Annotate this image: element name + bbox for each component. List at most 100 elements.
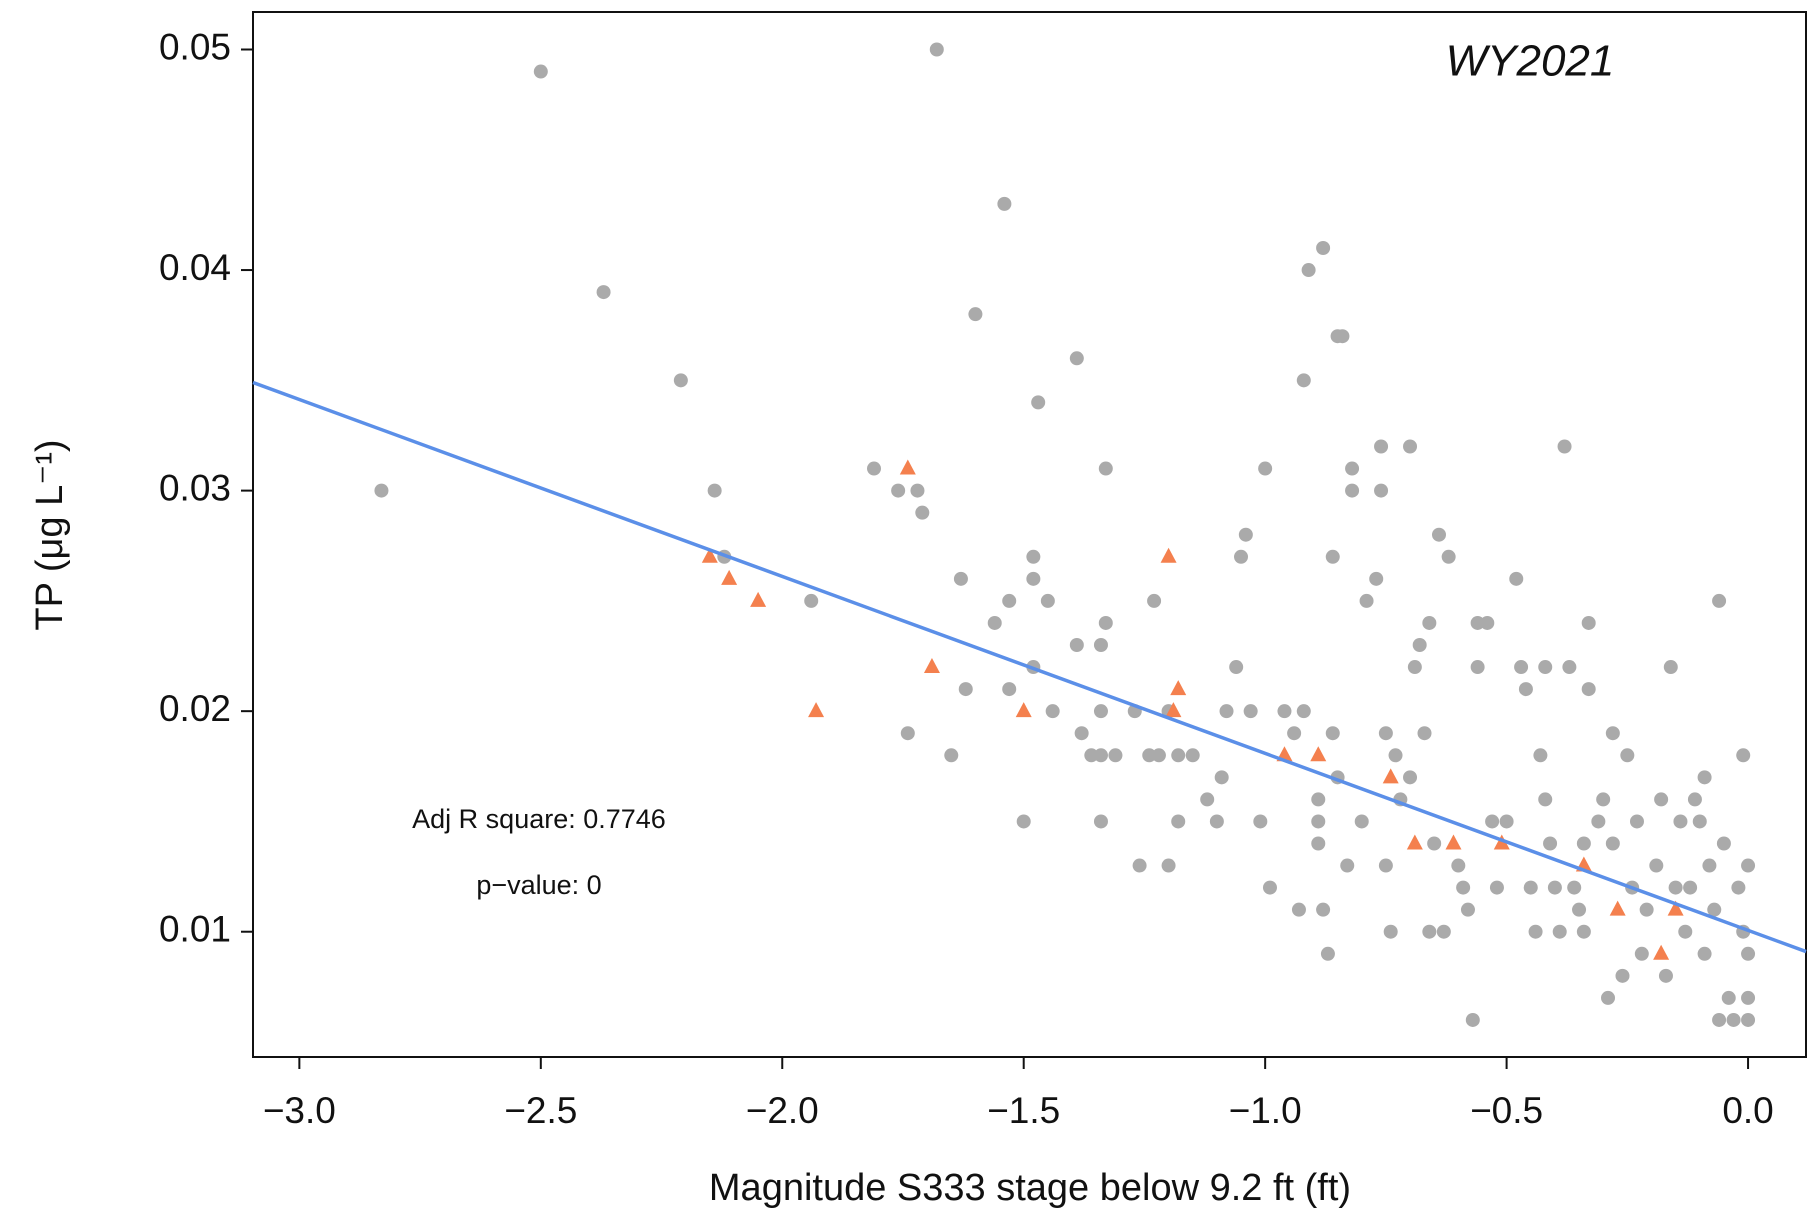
point — [1609, 900, 1626, 916]
y-tick-label: 0.03 — [159, 467, 231, 508]
point — [1465, 1012, 1480, 1027]
point — [1147, 593, 1162, 608]
fit-line — [252, 380, 1807, 954]
x-tick-label: −3.0 — [263, 1090, 336, 1131]
y-tick-label: 0.04 — [159, 247, 231, 288]
point — [1403, 770, 1418, 785]
point — [1359, 593, 1374, 608]
point — [1538, 792, 1553, 807]
point — [1406, 834, 1423, 850]
point — [1485, 814, 1500, 829]
point — [867, 461, 882, 476]
point — [1721, 990, 1736, 1005]
point — [1712, 1012, 1727, 1027]
point — [1219, 704, 1234, 719]
point — [1493, 834, 1510, 850]
point — [1605, 726, 1620, 741]
point — [1441, 549, 1456, 564]
point — [1702, 858, 1717, 873]
point — [1460, 902, 1475, 917]
point — [1489, 880, 1504, 895]
point — [1378, 726, 1393, 741]
point — [997, 196, 1012, 211]
point — [1031, 395, 1046, 410]
point — [1667, 900, 1684, 916]
annotation: p−value: 0 — [476, 870, 601, 900]
point — [804, 593, 819, 608]
point — [1741, 990, 1756, 1005]
annotation: Adj R square: 0.7746 — [412, 804, 666, 834]
point — [374, 483, 389, 498]
point — [1596, 792, 1611, 807]
point — [900, 726, 915, 741]
point — [953, 571, 968, 586]
point — [1074, 726, 1089, 741]
x-axis-title: Magnitude S333 stage below 9.2 ft (ft) — [709, 1167, 1351, 1209]
x-tick-label: −2.0 — [746, 1090, 819, 1131]
point — [1427, 836, 1442, 851]
point — [1514, 660, 1529, 675]
point — [1403, 439, 1418, 454]
point — [1098, 461, 1113, 476]
point — [910, 483, 925, 498]
point — [1016, 814, 1031, 829]
point — [1325, 549, 1340, 564]
point — [1518, 682, 1533, 697]
point — [1171, 814, 1186, 829]
x-tick-label: −1.0 — [1229, 1090, 1302, 1131]
point — [1499, 814, 1514, 829]
point — [1214, 770, 1229, 785]
point — [1591, 814, 1606, 829]
point — [1581, 682, 1596, 697]
y-axis-title: TP (μg L⁻¹) — [29, 439, 71, 630]
point — [987, 615, 1002, 630]
point — [701, 547, 718, 563]
point — [1422, 615, 1437, 630]
point — [750, 591, 767, 607]
point — [1654, 792, 1669, 807]
point — [1374, 439, 1389, 454]
point — [1707, 902, 1722, 917]
point — [1562, 660, 1577, 675]
point — [721, 569, 738, 585]
point — [1601, 990, 1616, 1005]
point — [1151, 748, 1166, 763]
point — [1345, 483, 1360, 498]
point — [1354, 814, 1369, 829]
point — [1697, 946, 1712, 961]
point — [891, 483, 906, 498]
point — [1165, 702, 1182, 718]
point — [1310, 746, 1327, 762]
point — [1480, 615, 1495, 630]
point — [1470, 615, 1485, 630]
x-tick-label: −1.5 — [987, 1090, 1060, 1131]
y-tick-label: 0.01 — [159, 909, 231, 950]
point — [1040, 593, 1055, 608]
point — [1716, 836, 1731, 851]
point — [1325, 726, 1340, 741]
point — [1547, 880, 1562, 895]
point — [1026, 571, 1041, 586]
point — [1576, 836, 1591, 851]
point — [1170, 680, 1187, 696]
point — [1015, 702, 1032, 718]
x-tick-label: −0.5 — [1470, 1090, 1543, 1131]
point — [1634, 946, 1649, 961]
point — [1026, 549, 1041, 564]
point — [1296, 704, 1311, 719]
point — [1084, 748, 1099, 763]
point — [1533, 748, 1548, 763]
point — [1369, 571, 1384, 586]
point — [1132, 858, 1147, 873]
point — [1069, 351, 1084, 366]
point — [1382, 768, 1399, 784]
point — [1311, 836, 1326, 851]
point — [1605, 836, 1620, 851]
point — [1383, 924, 1398, 939]
point — [1552, 924, 1567, 939]
point — [1528, 924, 1543, 939]
point — [1388, 748, 1403, 763]
point — [673, 373, 688, 388]
point — [944, 748, 959, 763]
point — [1538, 660, 1553, 675]
